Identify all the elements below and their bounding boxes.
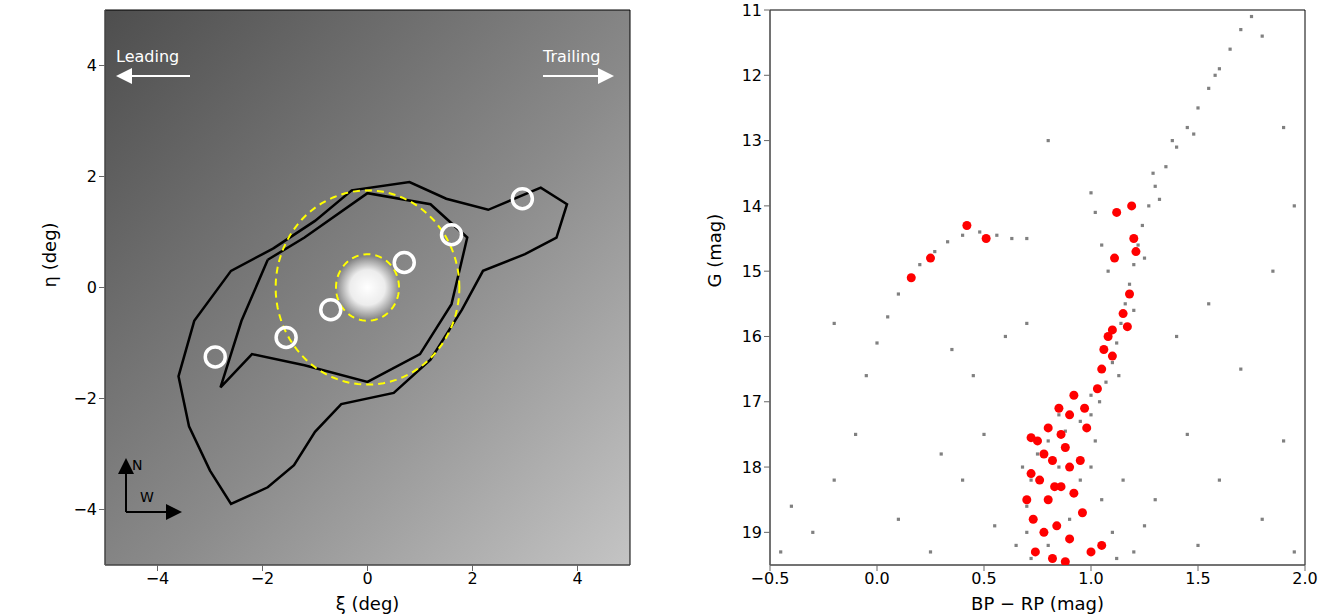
svg-text:15: 15: [742, 262, 762, 281]
svg-text:W: W: [140, 489, 154, 505]
svg-text:12: 12: [742, 66, 762, 85]
svg-text:18: 18: [742, 458, 762, 477]
svg-text:Leading: Leading: [116, 47, 179, 66]
svg-text:4: 4: [87, 56, 97, 75]
svg-text:BP − RP (mag): BP − RP (mag): [971, 593, 1104, 614]
svg-text:−4: −4: [73, 500, 97, 519]
svg-text:4: 4: [572, 569, 582, 588]
svg-text:G (mag): G (mag): [704, 214, 725, 288]
svg-text:1.5: 1.5: [1185, 569, 1210, 588]
svg-text:17: 17: [742, 392, 762, 411]
svg-text:2: 2: [467, 569, 477, 588]
svg-text:14: 14: [742, 197, 762, 216]
svg-text:−0.5: −0.5: [751, 569, 790, 588]
svg-text:1.0: 1.0: [1078, 569, 1103, 588]
svg-text:0: 0: [87, 278, 97, 297]
svg-text:−4: −4: [146, 569, 170, 588]
svg-text:13: 13: [742, 131, 762, 150]
svg-text:−2: −2: [251, 569, 275, 588]
svg-text:−2: −2: [73, 389, 97, 408]
svg-text:2: 2: [87, 167, 97, 186]
svg-text:11: 11: [742, 1, 762, 20]
svg-text:η (deg): η (deg): [39, 222, 60, 287]
svg-text:Trailing: Trailing: [542, 47, 600, 66]
svg-text:0.0: 0.0: [864, 569, 889, 588]
svg-text:19: 19: [742, 523, 762, 542]
svg-text:ξ (deg): ξ (deg): [336, 593, 400, 614]
svg-text:0: 0: [362, 569, 372, 588]
svg-text:0.5: 0.5: [971, 569, 996, 588]
svg-text:N: N: [132, 457, 142, 473]
svg-text:16: 16: [742, 327, 762, 346]
svg-text:2.0: 2.0: [1292, 569, 1317, 588]
